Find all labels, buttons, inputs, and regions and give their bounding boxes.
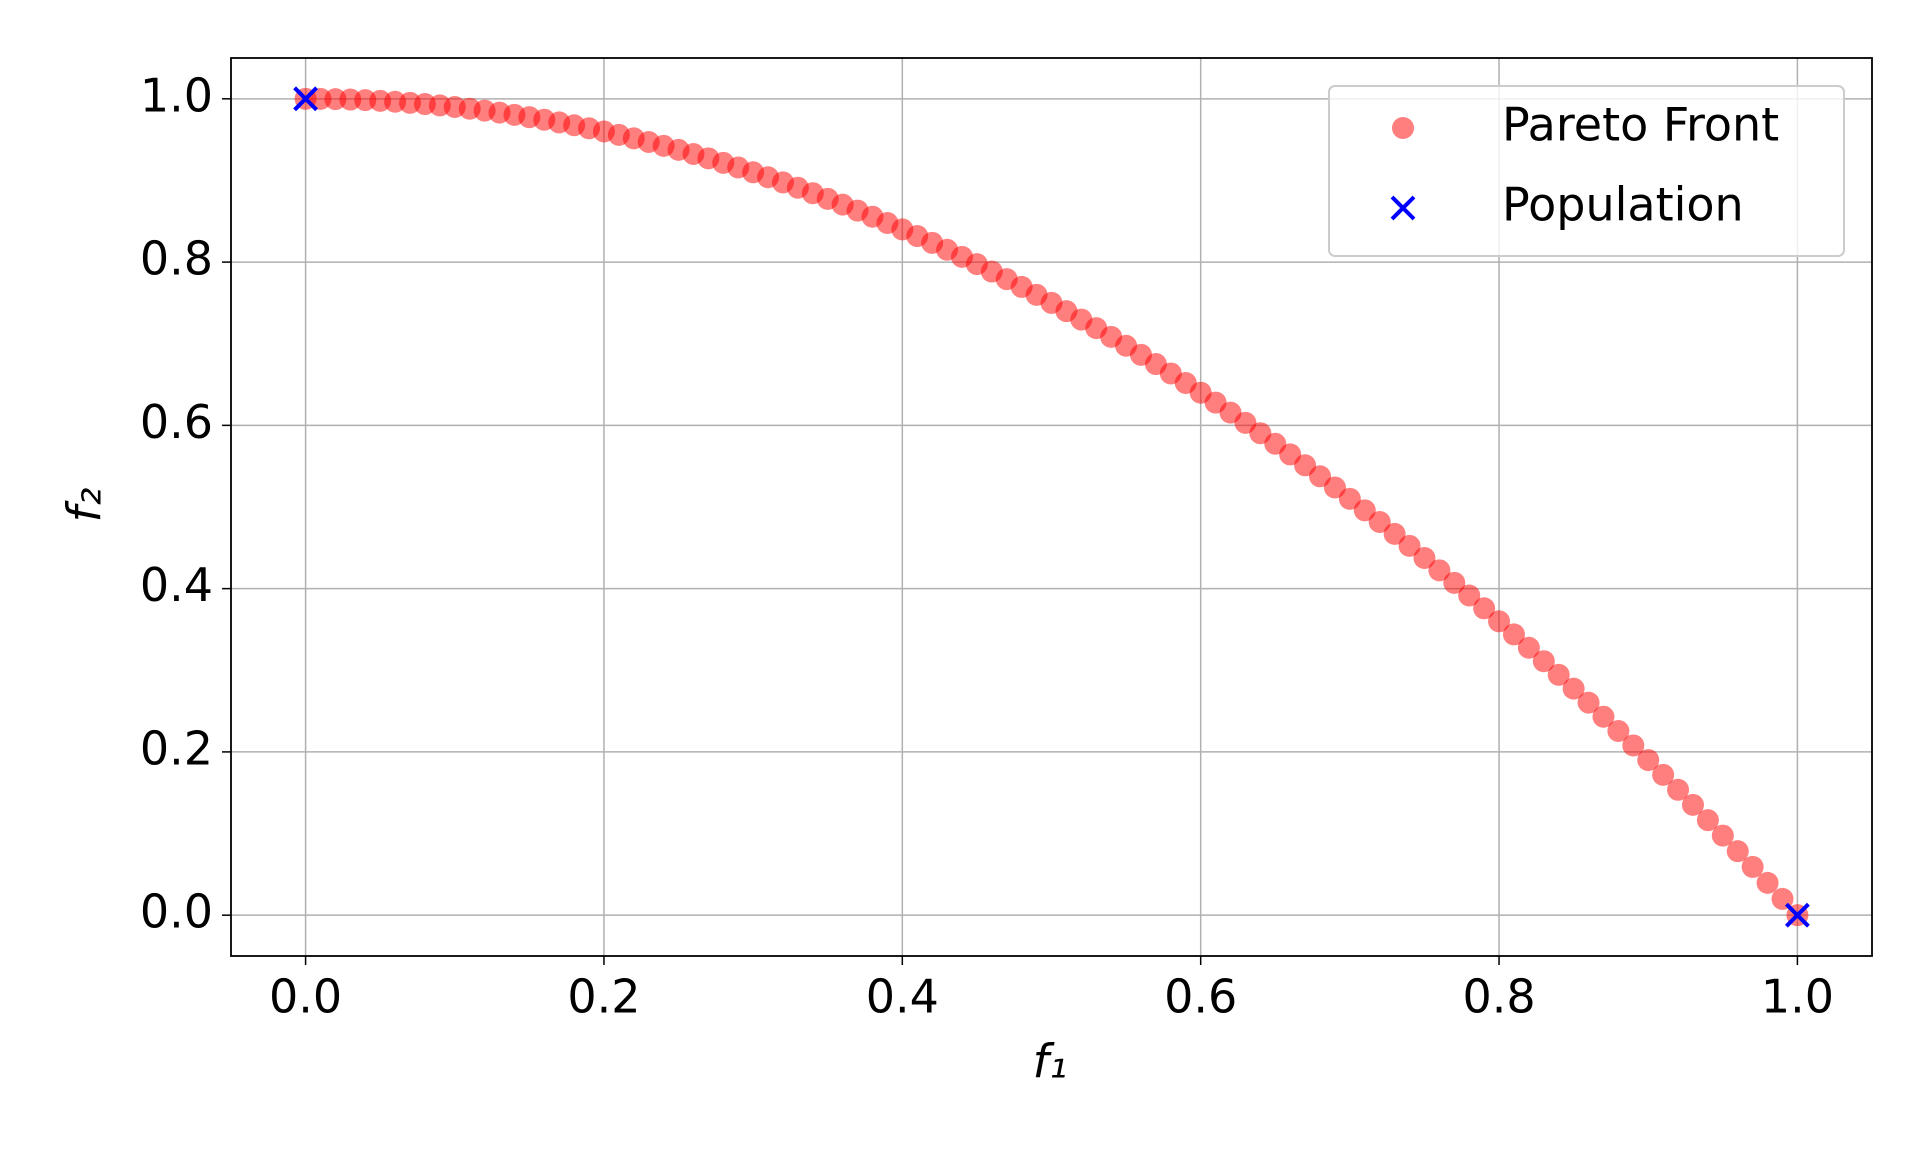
x-tick-label: 0.2 — [567, 970, 640, 1024]
dot-marker — [1547, 663, 1570, 686]
legend-marker — [1392, 117, 1414, 139]
y-tick-label: 0.2 — [140, 721, 213, 775]
legend-label: Population — [1502, 178, 1744, 232]
dot-marker — [1488, 610, 1511, 633]
dot-marker — [1443, 571, 1466, 594]
y-tick-label: 0.6 — [140, 395, 213, 449]
dot-marker — [1741, 855, 1764, 878]
legend-marker — [1390, 195, 1416, 221]
dot-marker — [1353, 499, 1376, 522]
dot-marker — [1473, 597, 1496, 620]
dot-marker — [1607, 720, 1630, 743]
dot-marker — [1622, 734, 1645, 757]
dot-marker — [1652, 763, 1675, 786]
x-tick-label: 0.6 — [1164, 970, 1237, 1024]
cross-stroke — [293, 86, 319, 112]
x-tick-label: 1.0 — [1761, 970, 1834, 1024]
dot-marker — [1577, 691, 1600, 714]
dot-marker — [1502, 623, 1525, 646]
dot-marker — [1428, 559, 1451, 582]
x-tick-label: 0.4 — [866, 970, 939, 1024]
dot-marker — [1398, 534, 1421, 557]
y-axis-label: f₂ — [58, 488, 112, 523]
dot-marker — [1383, 522, 1406, 545]
legend-label: Pareto Front — [1502, 98, 1779, 152]
dot-marker — [1309, 465, 1332, 488]
y-tick-label: 0.8 — [140, 232, 213, 286]
dot-marker — [1592, 705, 1615, 728]
dot-marker — [1517, 636, 1540, 659]
dot-marker — [1726, 840, 1749, 863]
plot-frame — [230, 57, 1873, 957]
legend-box — [1328, 85, 1845, 257]
dot-marker — [1756, 871, 1779, 894]
cross-stroke — [1390, 195, 1416, 221]
dot-marker — [1458, 584, 1481, 607]
dot-marker — [1532, 650, 1555, 673]
dot-marker — [1413, 547, 1436, 570]
cross-marker — [293, 86, 319, 112]
y-tick-label: 0.0 — [140, 885, 213, 939]
cross-marker — [1784, 902, 1810, 928]
dot-marker — [1711, 824, 1734, 847]
dot-marker — [1681, 793, 1704, 816]
dot-marker — [1323, 476, 1346, 499]
dot-marker — [1338, 487, 1361, 510]
dot-marker — [1368, 511, 1391, 534]
dot-marker — [1696, 809, 1719, 832]
y-tick-label: 1.0 — [140, 68, 213, 122]
y-tick-label: 0.4 — [140, 558, 213, 612]
x-tick-label: 0.0 — [269, 970, 342, 1024]
dot-marker — [1637, 749, 1660, 772]
dot-marker — [1562, 677, 1585, 700]
x-tick-label: 0.8 — [1462, 970, 1535, 1024]
x-axis-label: f₁ — [1033, 1035, 1068, 1089]
cross-stroke — [1784, 902, 1810, 928]
dot-marker — [1667, 778, 1690, 801]
